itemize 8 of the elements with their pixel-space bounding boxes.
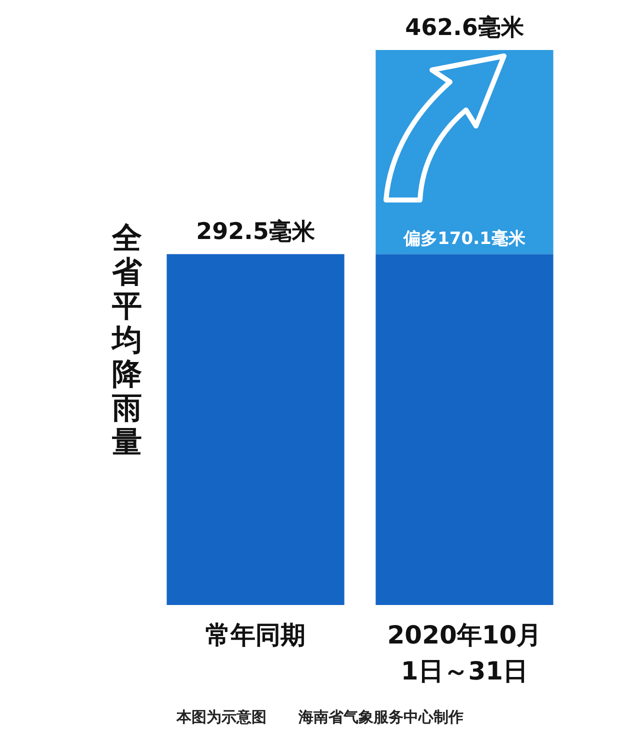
total-label: 462.6毫米	[405, 14, 525, 41]
total-label: 292.5毫米	[196, 218, 316, 246]
x-tick-label: 常年同期	[206, 620, 306, 650]
data-label: 偏多170.1毫米	[402, 228, 526, 250]
x-tick-label: 2020年10月 1日～31日	[387, 620, 542, 686]
text: 本图为示意图	[176, 708, 266, 726]
text: 海南省气象服务中心制作	[298, 708, 464, 726]
y-axis-title: 全省平均降雨量	[112, 221, 144, 460]
